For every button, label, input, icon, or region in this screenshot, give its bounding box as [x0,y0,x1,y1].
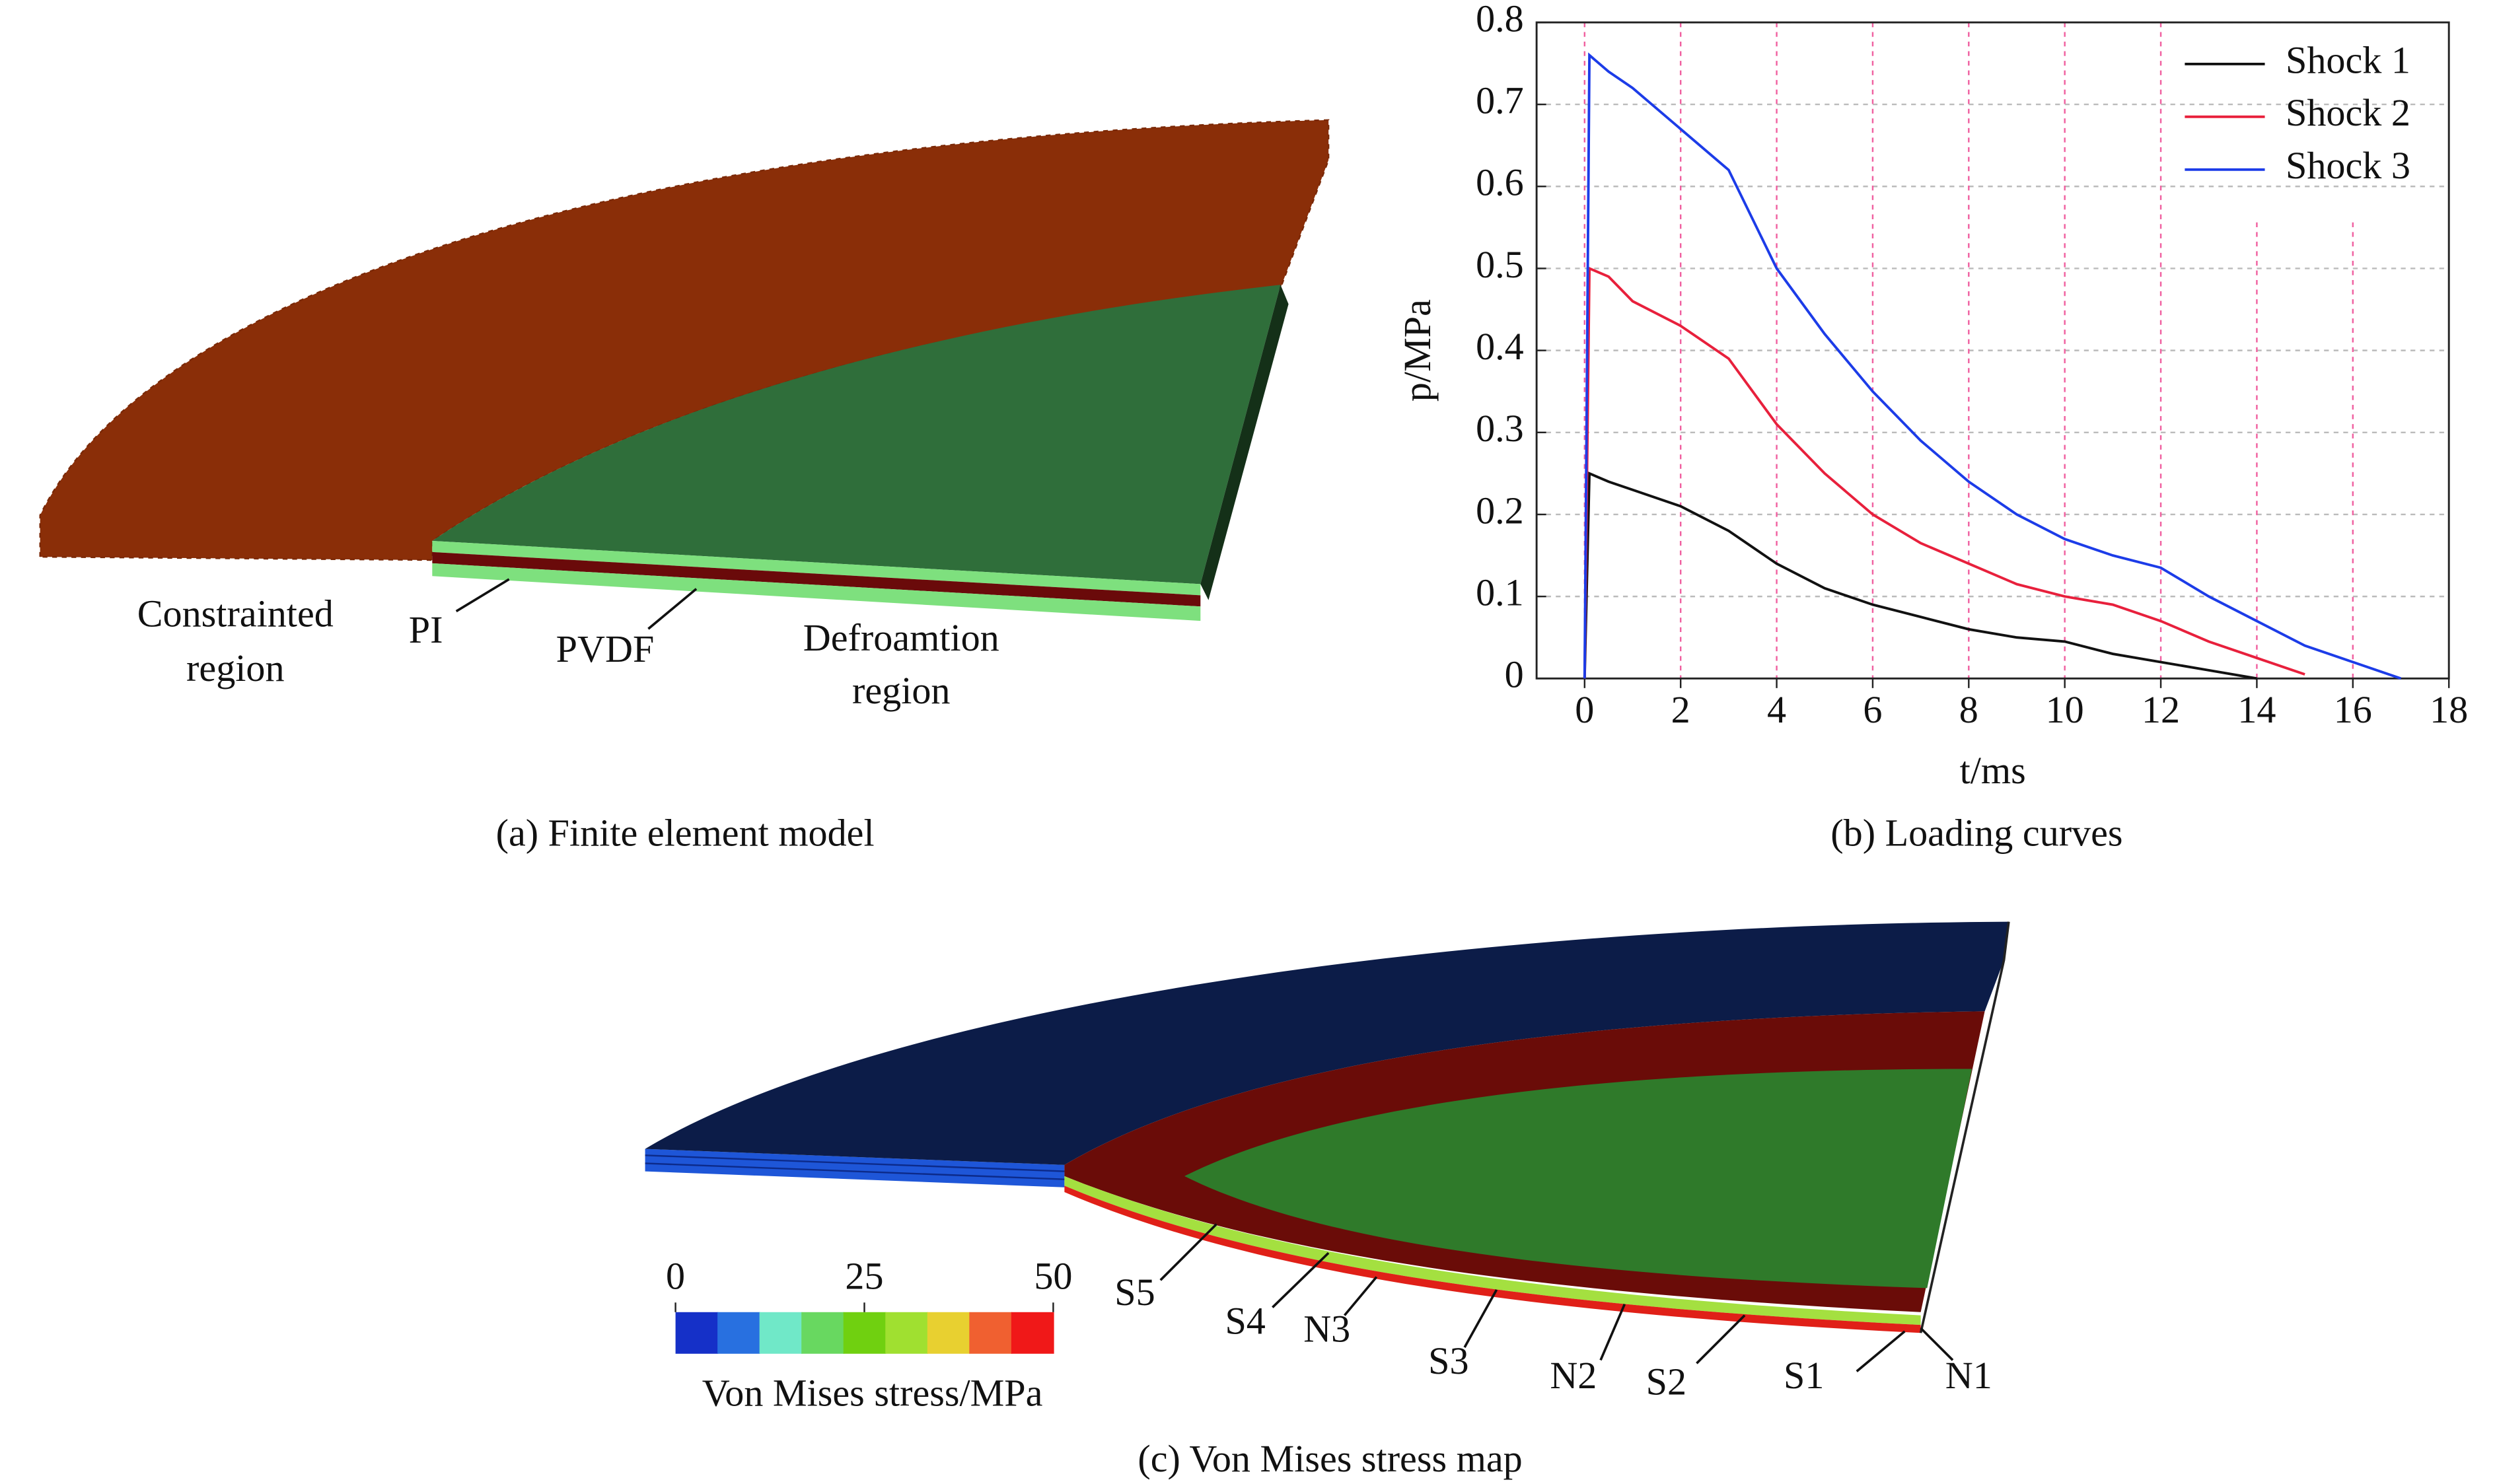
line-series [1583,266,2305,679]
colorbar-swatch [885,1312,929,1354]
y-tick-label: 0.6 [1476,161,1524,204]
colorbar-swatch [969,1312,1013,1354]
y-tick-label: 0.5 [1476,243,1524,286]
y-tick-label: 0.8 [1476,0,1524,40]
colorbar-label: Von Mises stress/MPa [702,1372,1043,1415]
y-tick-label: 0 [1505,653,1524,696]
colorbar-swatch [717,1312,760,1354]
x-axis-label: t/ms [1960,749,2026,792]
pi-layer [432,540,1201,596]
y-tick-label: 0.2 [1476,489,1524,532]
point-label: S5 [1114,1271,1155,1314]
colorbar-tick-label: 25 [845,1255,883,1298]
legend-label: Shock 1 [2286,38,2410,81]
x-tick-label: 16 [2334,688,2372,731]
x-tick-label: 6 [1863,688,1882,731]
colorbar-swatch [801,1312,844,1354]
pi-layer [432,563,1201,621]
x-tick-label: 12 [2142,688,2180,731]
x-tick-label: 8 [1959,688,1978,731]
x-tick-label: 4 [1767,688,1786,731]
caption: (c) Von Mises stress map [1138,1437,1522,1480]
point-label: S3 [1428,1339,1468,1382]
label: Constrainted [137,592,334,635]
colorbar-tick-label: 50 [1034,1255,1072,1298]
outer-region [645,921,2009,1165]
colorbar-swatch [1011,1312,1054,1354]
y-axis-label: p/MPa [1396,299,1439,402]
line-series [1583,471,2257,680]
x-tick-label: 2 [1671,688,1690,731]
label: region [186,647,285,689]
label: PVDF [556,627,655,670]
y-tick-label: 0.1 [1476,571,1524,614]
y-tick-label: 0.4 [1476,325,1524,368]
point-label: S4 [1225,1300,1265,1343]
point-label: N3 [1303,1308,1350,1351]
y-tick-label: 0.7 [1476,79,1524,122]
pvdf-layer [432,551,1201,607]
point-label: N2 [1550,1354,1597,1397]
colorbar-swatch [843,1312,887,1354]
edge [1200,285,1289,600]
x-tick-label: 14 [2237,688,2276,731]
x-tick-label: 18 [2430,688,2468,731]
label: Defroamtion [803,616,999,659]
fe-model: Constrainted region PI PVDF Defroamtion … [39,119,1330,855]
edge [1919,921,2010,1333]
legend-label: Shock 3 [2286,144,2410,187]
loading-chart: (b) Loading curves t/ms p/MPa 0 0.1 0.2 0.3… [1396,0,2468,855]
dome-center [1184,1069,1972,1289]
colorbar-tick-label: 0 [666,1255,685,1298]
colorbar-swatch [675,1312,719,1354]
leaders [1159,1223,1954,1372]
edge-lines [645,1154,1065,1180]
legend-label: Shock 2 [2286,91,2410,134]
point-label: S2 [1646,1360,1686,1403]
line-series [1583,52,2402,680]
caption: (a) Finite element model [496,812,875,855]
colorbar: 0 25 50 [666,1255,1072,1354]
colorbar-swatch [759,1312,803,1354]
leader [455,578,510,613]
stress-map: 0 25 50 Von Mises stress/MPa (c) Von Mises… [645,921,2010,1480]
y-tick-label: 0.3 [1476,407,1524,450]
x-tick-label: 10 [2046,688,2084,731]
point-label: N1 [1945,1354,1992,1397]
x-tick-label: 0 [1575,688,1594,731]
caption: (b) Loading curves [1830,812,2122,855]
label: PI [409,608,443,651]
point-label: S1 [1784,1354,1824,1397]
label: region [852,669,950,712]
deformation-region [432,285,1281,584]
colorbar-swatch [927,1312,970,1354]
leader [647,588,698,630]
